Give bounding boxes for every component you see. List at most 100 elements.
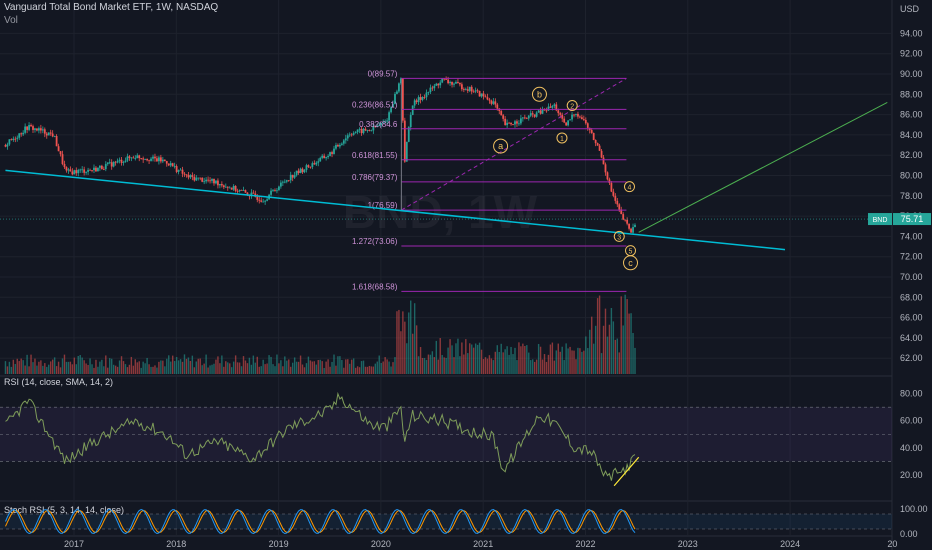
candle-body	[435, 83, 438, 86]
candle-body	[618, 204, 621, 210]
candle-body	[51, 133, 54, 137]
candle-body	[209, 180, 211, 182]
candle-body	[415, 100, 418, 103]
candle-body	[32, 126, 34, 130]
volume-bar	[417, 356, 420, 374]
volume-bar	[496, 345, 498, 374]
volume-bar	[173, 361, 176, 374]
candle-body	[104, 164, 107, 170]
candle-body	[183, 173, 186, 175]
volume-bar	[4, 361, 7, 374]
candle-body	[189, 175, 192, 178]
wave-label: 3	[617, 234, 621, 241]
candle-body	[504, 118, 507, 126]
volume-bar	[295, 361, 298, 374]
volume-bar	[97, 366, 99, 374]
volume-bar	[445, 357, 447, 374]
volume-bar	[587, 348, 589, 374]
candle-body	[228, 187, 231, 189]
volume-bar	[227, 362, 229, 374]
volume-bar	[160, 360, 162, 374]
candle-body	[431, 87, 434, 89]
candle-body	[270, 190, 272, 195]
candle-body	[624, 219, 627, 221]
volume-bar	[467, 353, 469, 374]
candle-body	[242, 190, 245, 191]
candle-body	[527, 115, 530, 119]
wave-label: 1	[560, 136, 564, 143]
volume-bar	[382, 361, 384, 374]
volume-bar	[246, 363, 249, 374]
volume-bar	[543, 354, 546, 374]
candle-body	[207, 179, 209, 181]
volume-bar	[315, 364, 317, 374]
candle-body	[628, 223, 630, 229]
volume-bar	[610, 307, 613, 374]
candle-body	[457, 81, 459, 83]
volume-bar	[591, 316, 593, 374]
candle-body	[100, 165, 103, 169]
candle-body	[335, 145, 337, 149]
volume-bar	[549, 344, 552, 374]
candle-body	[6, 144, 9, 147]
candle-body	[602, 157, 605, 165]
time-tick-label: 2020	[371, 539, 391, 549]
volume-bar	[114, 365, 117, 374]
volume-bar	[339, 356, 341, 374]
volume-bar	[291, 362, 294, 374]
volume-bar	[313, 361, 316, 374]
candle-body	[236, 191, 239, 192]
candle-body	[333, 148, 335, 154]
candle-body	[521, 117, 524, 119]
stoch-tick-label: 0.00	[900, 529, 918, 539]
volume-bar	[213, 363, 215, 374]
volume-bar	[162, 360, 164, 374]
volume-bar	[616, 338, 618, 374]
candle-body	[171, 163, 174, 167]
volume-bar	[272, 364, 274, 374]
wave-marker-circle	[613, 230, 625, 242]
volume-bar	[116, 366, 119, 374]
candle-body	[354, 132, 357, 134]
volume-bar	[514, 347, 516, 374]
candle-body	[246, 192, 249, 196]
volume-bar	[504, 349, 506, 374]
candle-body	[262, 201, 265, 203]
volume-bar	[303, 367, 306, 374]
candle-body	[482, 93, 485, 97]
volume-bar	[299, 355, 302, 374]
volume-bar	[83, 360, 85, 374]
candle-body	[480, 93, 483, 97]
volume-bar	[207, 367, 209, 374]
volume-bar	[510, 346, 512, 374]
volume-bar	[154, 365, 156, 374]
candle-body	[494, 101, 497, 105]
volume-bar	[492, 360, 495, 374]
candle-body	[20, 133, 23, 135]
candle-body	[26, 126, 28, 130]
volume-bar	[14, 364, 16, 374]
candle-body	[108, 162, 111, 164]
volume-bar	[118, 360, 121, 374]
candle-body	[329, 152, 331, 156]
candle-body	[169, 163, 172, 166]
volume-bar	[323, 367, 325, 374]
candle-body	[112, 161, 115, 167]
candle-body	[508, 122, 510, 124]
volume-bar	[73, 357, 76, 374]
volume-bar	[34, 358, 36, 374]
volume-bar	[581, 351, 583, 374]
candle-body	[57, 146, 60, 152]
candle-body	[291, 174, 294, 178]
volume-bar	[309, 360, 312, 374]
candle-body	[606, 172, 609, 180]
candle-body	[89, 169, 91, 171]
volume-bar	[600, 353, 603, 374]
candle-body	[281, 181, 284, 183]
volume-bar	[453, 357, 455, 374]
volume-label: Vol	[4, 15, 18, 26]
candle-body	[75, 170, 78, 174]
candle-body	[616, 200, 619, 205]
volume-bar	[203, 363, 205, 374]
